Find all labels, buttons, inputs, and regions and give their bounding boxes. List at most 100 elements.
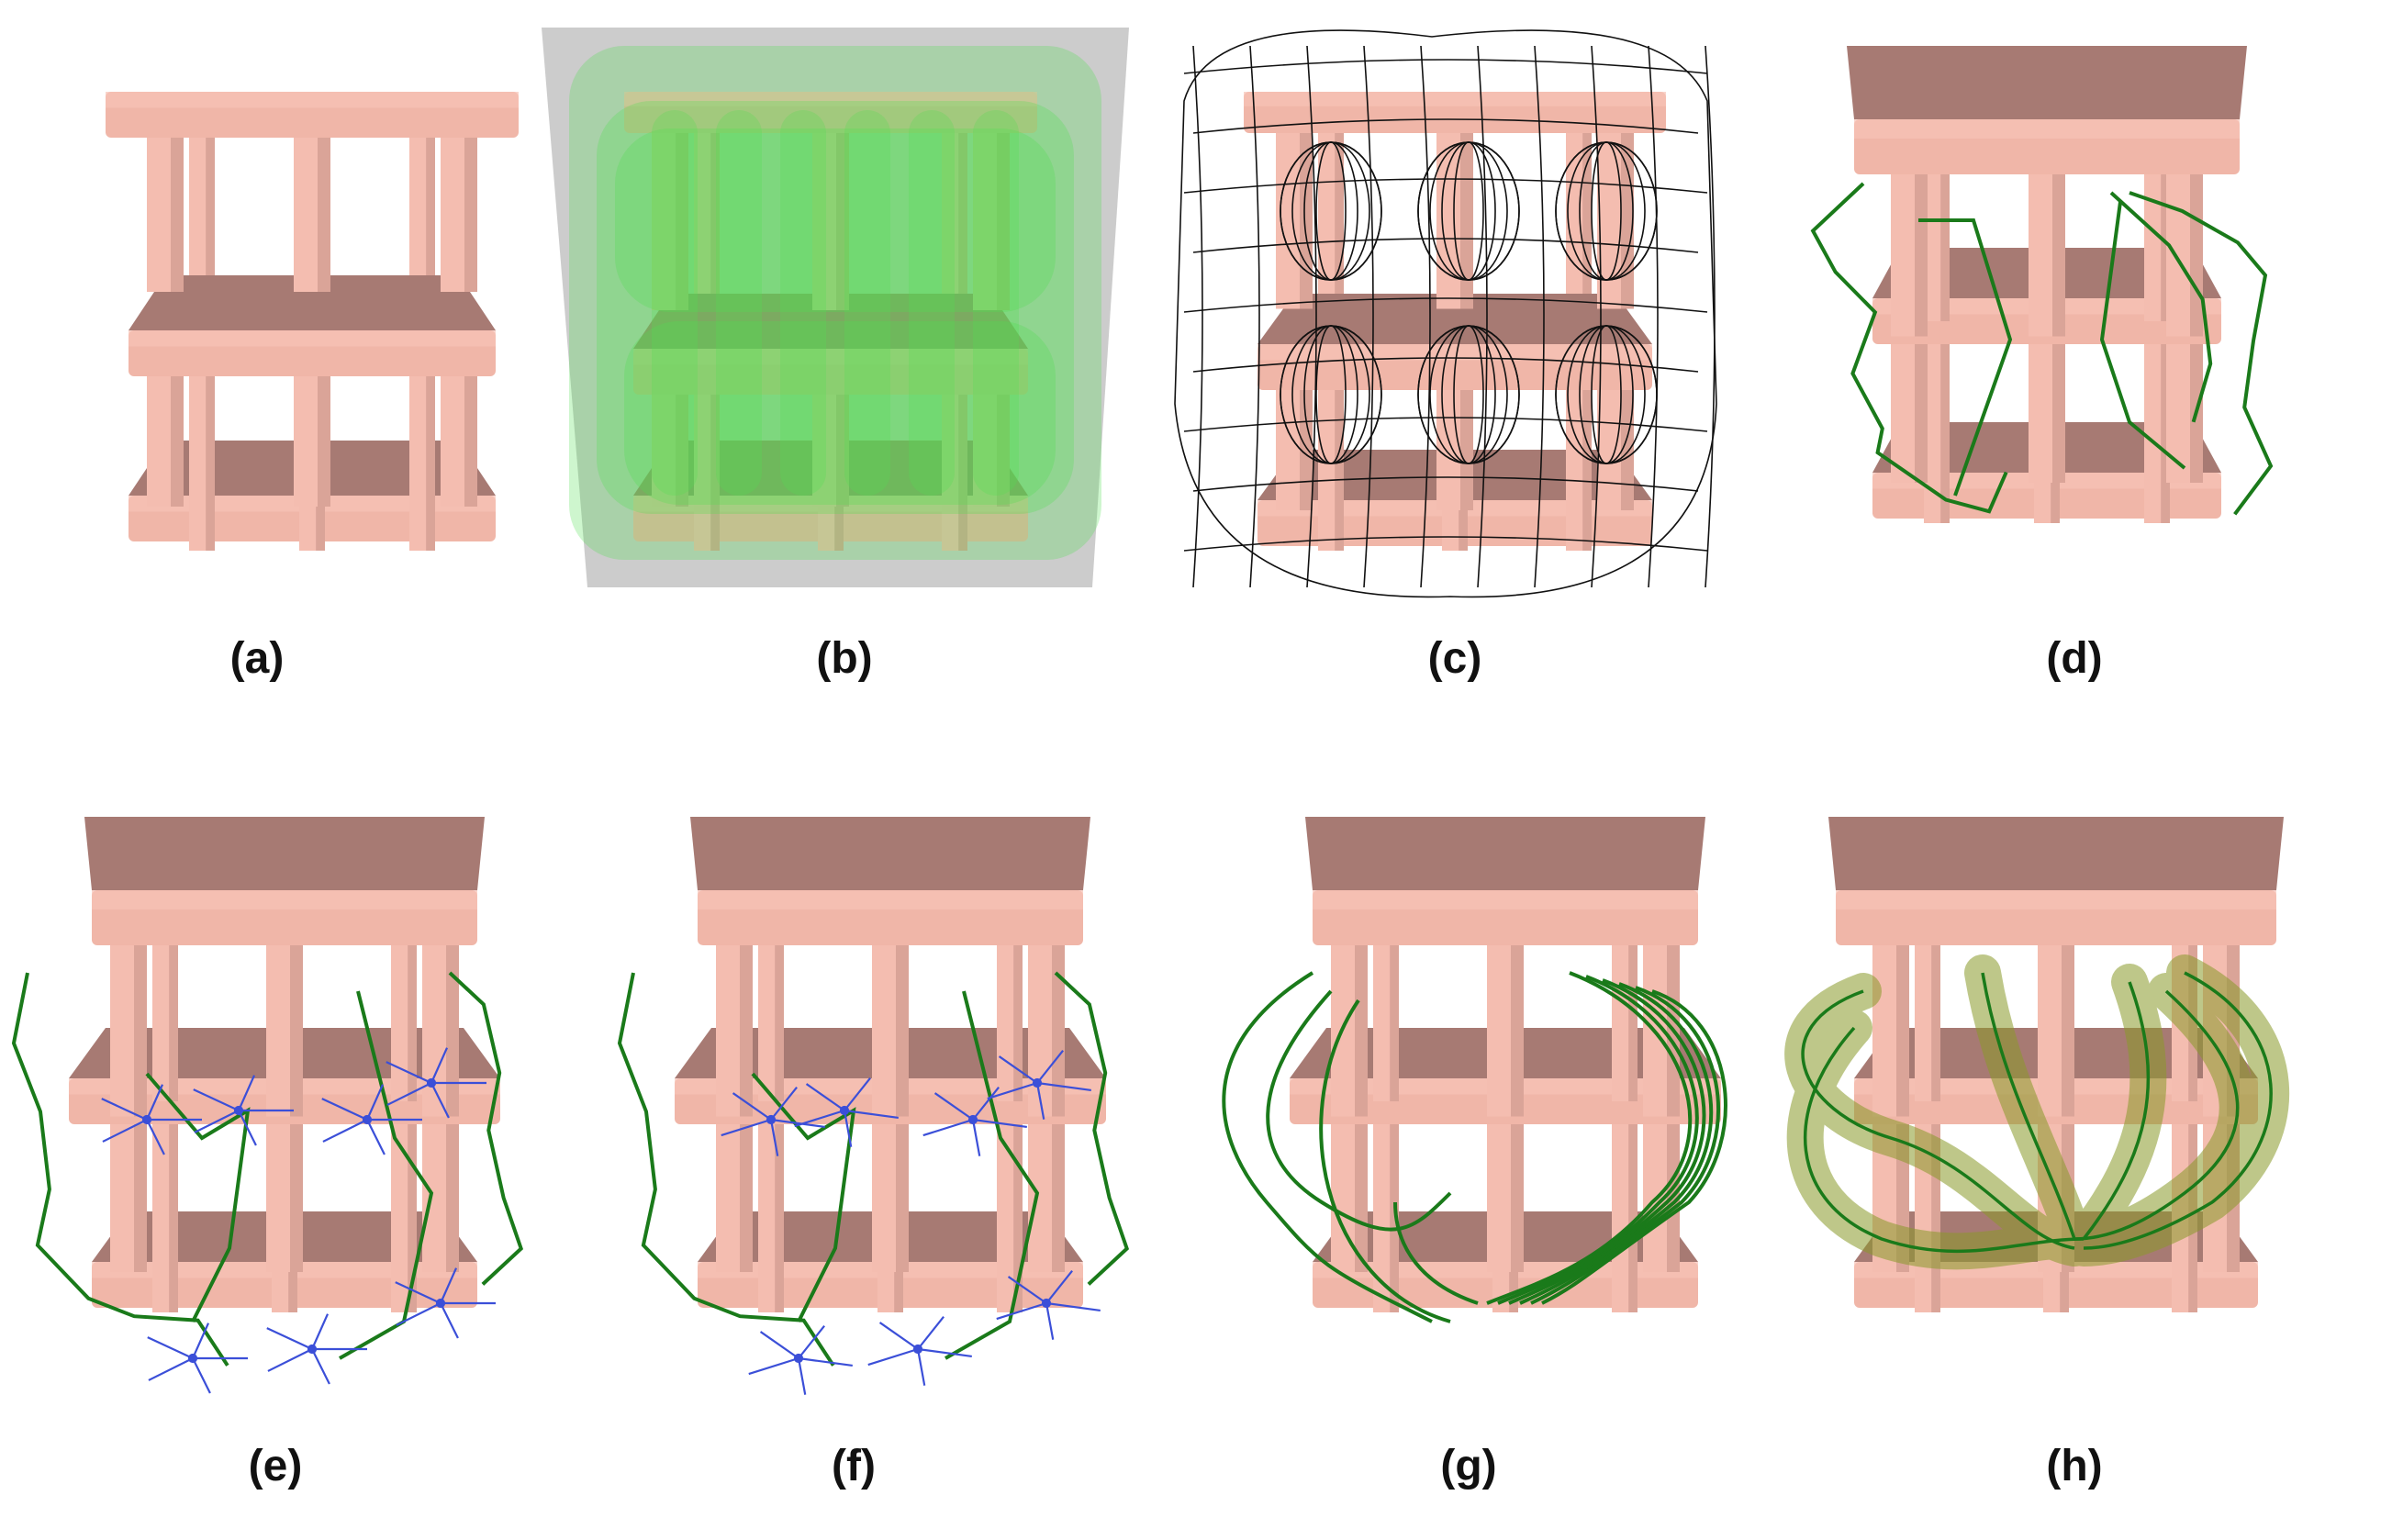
graph-edge (749, 1358, 799, 1374)
panel-a-label: (a) (165, 633, 349, 684)
upper-front-pillar-shade (1915, 174, 1928, 337)
top-slab-top (1305, 817, 1705, 890)
graph-edge (441, 1303, 458, 1338)
panel-g-label: (g) (1377, 1441, 1560, 1491)
top-slab (1828, 817, 2284, 945)
upper-front-pillar-shade (1460, 133, 1473, 309)
panel-e-label: (e) (184, 1441, 367, 1491)
structure (675, 817, 1106, 1312)
upper-front-pillar-shade (290, 945, 303, 1117)
graph-edge (799, 1358, 805, 1395)
lower-front-pillar (147, 376, 184, 507)
lower-front-pillar-shade (1915, 344, 1928, 483)
graph-edge (918, 1349, 924, 1386)
lower-front-pillar (2029, 344, 2065, 483)
panel-f-svg (615, 808, 1184, 1395)
upper-front-pillar (1028, 945, 1065, 1117)
lower-front-pillar-shade (1511, 1124, 1524, 1272)
upper-front-pillar (1487, 945, 1524, 1117)
upper-back-pillar-shade (1013, 945, 1023, 1101)
upper-front-pillar (872, 945, 909, 1117)
graph-edge (761, 1332, 799, 1358)
lower-front-pillar-shade (134, 1124, 147, 1272)
lower-back-pillar (189, 376, 215, 551)
graph-node (1043, 1300, 1050, 1307)
graph-node (969, 1116, 977, 1123)
lower-front-pillar (1028, 1124, 1065, 1272)
graph-node (1034, 1079, 1041, 1087)
upper-front-pillar (147, 138, 184, 292)
upper-back-pillar-shade (1940, 174, 1950, 321)
lower-front-pillar (1331, 1124, 1368, 1272)
graph-node (437, 1300, 444, 1307)
panel-h-label: (h) (1983, 1441, 2166, 1491)
graph-edge (267, 1328, 312, 1349)
lower-back-pillar (758, 1124, 784, 1312)
graph-node (428, 1079, 435, 1087)
upper-front-pillar-shade (1355, 945, 1368, 1117)
panel-d-figure (1799, 37, 2313, 606)
structure (98, 92, 526, 551)
graph-node (914, 1345, 922, 1353)
top-slab (1236, 92, 1673, 133)
upper-front-pillar-shade (740, 945, 753, 1117)
top-slab-top (690, 817, 1090, 890)
path-right (1056, 973, 1127, 1284)
panel-d-label: (d) (1983, 633, 2166, 684)
lower-back-pillar-shade (1335, 390, 1344, 551)
lower-front-pillar-shade (446, 1124, 459, 1272)
structure (1290, 817, 1721, 1312)
hull-column (716, 110, 762, 496)
lower-back-pillar (1612, 1124, 1638, 1312)
lower-front-pillar (1891, 344, 1928, 483)
upper-back-pillar (391, 945, 417, 1101)
upper-back-pillar-shade (1628, 945, 1638, 1101)
hull-column (780, 110, 826, 496)
upper-back-pillar-shade (206, 138, 215, 275)
lower-back-pillar (1318, 390, 1344, 551)
panel-b-label: (b) (753, 633, 936, 684)
upper-back-pillar (1915, 945, 1940, 1101)
panel-b-svg (542, 18, 1138, 606)
upper-front-pillar-shade (1896, 945, 1909, 1117)
upper-back-pillar (409, 138, 435, 275)
graph-edge (148, 1337, 193, 1358)
graph-edge (149, 1358, 193, 1380)
lower-front-pillar-shade (171, 376, 184, 507)
upper-front-pillar-shade (896, 945, 909, 1117)
panel-h-svg (1781, 808, 2350, 1395)
panel-e-figure (9, 808, 578, 1395)
upper-front-pillar-shade (2190, 174, 2203, 337)
upper-front-pillar-shade (1052, 945, 1065, 1117)
hull-column (909, 110, 955, 496)
upper-back-pillar (1924, 174, 1950, 321)
upper-front-pillar-shade (446, 945, 459, 1117)
upper-back-pillar (1373, 945, 1399, 1101)
upper-front-pillar (716, 945, 753, 1117)
graph-edge (799, 1358, 853, 1366)
lower-front-pillar-shade (1052, 1124, 1065, 1272)
top-slab-top (84, 817, 485, 890)
graph-edge (193, 1323, 208, 1358)
path-right (450, 973, 521, 1284)
upper-front-pillar (1331, 945, 1368, 1117)
upper-front-pillar (110, 945, 147, 1117)
upper-front-pillar-shade (1511, 945, 1524, 1117)
upper-back-pillar (189, 138, 215, 275)
graph-edge (880, 1322, 918, 1349)
lower-front-pillar (294, 376, 330, 507)
top-slab-highlight (92, 890, 477, 909)
upper-front-pillar-shade (171, 138, 184, 292)
lower-back-pillar-shade (206, 376, 215, 551)
upper-front-pillar (266, 945, 303, 1117)
graph-node (143, 1116, 151, 1123)
graph-edge (312, 1314, 328, 1349)
upper-back-pillar-shade (426, 138, 435, 275)
upper-back-pillar-shade (169, 945, 178, 1101)
hull-column (973, 110, 1019, 496)
top-slab-top (1828, 817, 2284, 890)
top-slab (690, 817, 1090, 945)
upper-back-pillar (2144, 174, 2170, 321)
lower-front-pillar-shade (896, 1124, 909, 1272)
graph-node (363, 1116, 371, 1123)
